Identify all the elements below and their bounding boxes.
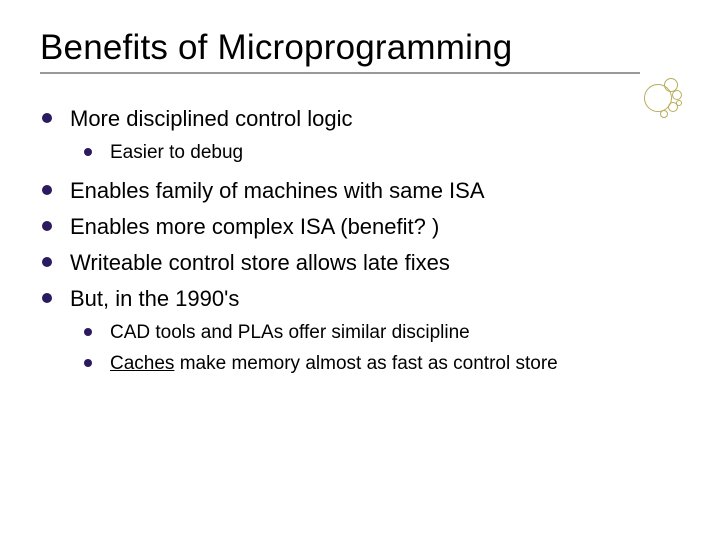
list-item-text: Easier to debug [110, 142, 243, 163]
slide-title: Benefits of Microprogramming [40, 28, 684, 68]
list-item: But, in the 1990's [40, 282, 684, 316]
list-item: Easier to debug [40, 138, 684, 167]
bullet-icon [42, 293, 52, 303]
underlined-term: Caches [110, 353, 174, 374]
title-underline [40, 72, 640, 74]
list-item-text: Enables more complex ISA (benefit? ) [70, 214, 439, 239]
bullet-icon [84, 359, 92, 367]
list-item-text: CAD tools and PLAs offer similar discipl… [110, 322, 470, 343]
list-item: Enables family of machines with same ISA [40, 174, 684, 208]
list-item: Writeable control store allows late fixe… [40, 246, 684, 280]
list-item: CAD tools and PLAs offer similar discipl… [40, 318, 684, 347]
list-item: Enables more complex ISA (benefit? ) [40, 210, 684, 244]
list-item-text: Writeable control store allows late fixe… [70, 250, 450, 275]
list-item-text-tail: make memory almost as fast as control st… [174, 353, 557, 374]
list-item-text: But, in the 1990's [70, 286, 239, 311]
bullet-icon [42, 185, 52, 195]
list-item: Caches make memory almost as fast as con… [40, 349, 684, 378]
list-item-text: More disciplined control logic [70, 106, 352, 131]
list-item-text: Caches make memory almost as fast as con… [110, 353, 558, 374]
bullet-icon [84, 328, 92, 336]
bullet-icon [42, 257, 52, 267]
list-item: More disciplined control logic [40, 102, 684, 136]
list-item-text: Enables family of machines with same ISA [70, 178, 485, 203]
slide-body: More disciplined control logic Easier to… [40, 102, 684, 379]
bullet-icon [42, 221, 52, 231]
slide: Benefits of Microprogramming More discip… [0, 0, 720, 540]
bullet-icon [42, 113, 52, 123]
bullet-icon [84, 148, 92, 156]
